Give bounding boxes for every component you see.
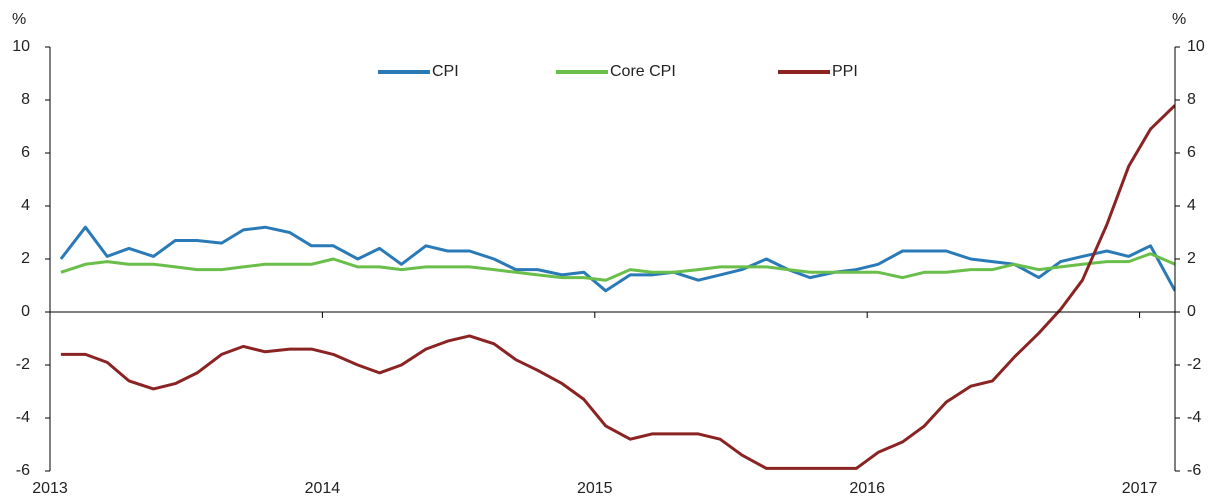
legend-label: CPI bbox=[432, 63, 459, 80]
legend-item: CPI bbox=[378, 63, 459, 80]
series-line bbox=[60, 104, 1175, 470]
y-tick-label: -6 bbox=[16, 462, 30, 479]
y-axis-label: % bbox=[12, 11, 26, 28]
y2-tick-label: 6 bbox=[1187, 144, 1196, 161]
legend-item: PPI bbox=[778, 63, 858, 80]
y2-tick-label: -4 bbox=[1187, 409, 1201, 426]
x-tick-label: 2016 bbox=[849, 480, 885, 497]
legend-label: PPI bbox=[832, 63, 858, 80]
legend-label: Core CPI bbox=[610, 63, 676, 80]
y2-tick-label: 10 bbox=[1187, 38, 1205, 55]
y-tick-label: -2 bbox=[16, 356, 30, 373]
x-tick-label: 2013 bbox=[32, 480, 68, 497]
y-tick-label: 8 bbox=[21, 91, 30, 108]
y2-tick-label: -2 bbox=[1187, 356, 1201, 373]
series-line bbox=[60, 252, 1175, 282]
y2-axis-label: % bbox=[1172, 11, 1186, 28]
y2-tick-label: 8 bbox=[1187, 91, 1196, 108]
plot-area bbox=[59, 104, 1175, 470]
y2-tick-label: 2 bbox=[1187, 250, 1196, 267]
y-tick-label: 2 bbox=[21, 250, 30, 267]
x-tick-label: 2015 bbox=[577, 480, 613, 497]
x-tick-label: 2014 bbox=[305, 480, 341, 497]
y-tick-label: -4 bbox=[16, 409, 30, 426]
legend-item: Core CPI bbox=[556, 63, 676, 80]
y-tick-label: 10 bbox=[12, 38, 30, 55]
y2-tick-label: 4 bbox=[1187, 197, 1196, 214]
y2-tick-label: 0 bbox=[1187, 303, 1196, 320]
y-tick-label: 0 bbox=[21, 303, 30, 320]
series-line bbox=[59, 225, 1175, 293]
x-tick-label: 2017 bbox=[1122, 480, 1158, 497]
y-tick-label: 6 bbox=[21, 144, 30, 161]
y2-tick-label: -6 bbox=[1187, 462, 1201, 479]
y-tick-label: 4 bbox=[21, 197, 30, 214]
